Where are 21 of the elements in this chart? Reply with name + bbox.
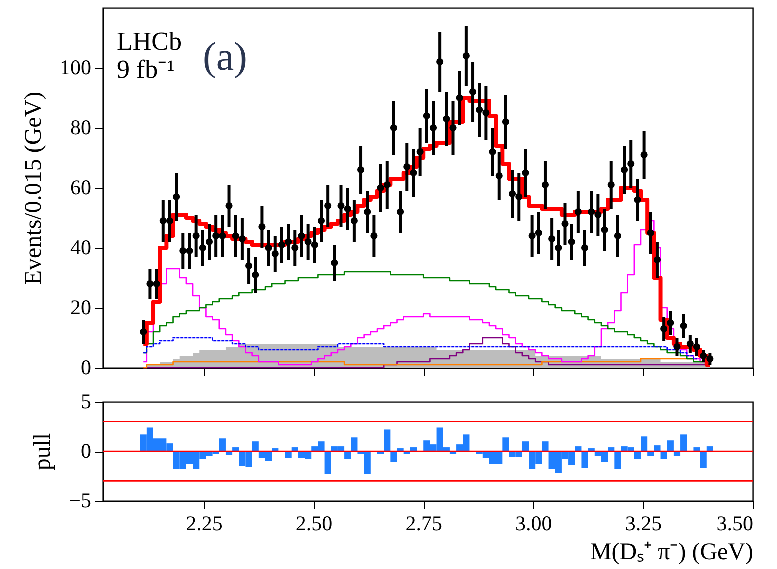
y-tick-label: −5	[69, 488, 92, 512]
y-tick-label: 100	[60, 56, 92, 80]
x-tick-label: 3.50	[716, 512, 754, 536]
y-tick-label: 0	[81, 439, 92, 463]
y-tick-label: 40	[70, 236, 92, 260]
y-tick-label: 60	[70, 176, 92, 200]
x-tick-label: 2.25	[186, 512, 223, 536]
y-axis-title: pull	[30, 433, 56, 471]
y-axis-title: Events/0.015 (GeV)	[21, 92, 47, 286]
y-tick-label: 0	[81, 356, 92, 380]
x-axis-title: M(Dₛ⁺ π⁻) (GeV)	[590, 540, 754, 566]
annotation: LHCb	[117, 27, 182, 56]
annotation: (a)	[203, 34, 248, 79]
y-tick-label: 20	[70, 296, 92, 320]
annotation: 9 fb⁻¹	[117, 55, 175, 84]
x-tick-label: 3.00	[516, 512, 552, 536]
x-tick-label: 2.50	[296, 512, 333, 536]
x-tick-label: 2.75	[406, 512, 442, 536]
x-tick-label: 3.25	[625, 512, 662, 536]
y-tick-label: 80	[70, 116, 92, 140]
y-tick-label: 5	[81, 390, 92, 414]
